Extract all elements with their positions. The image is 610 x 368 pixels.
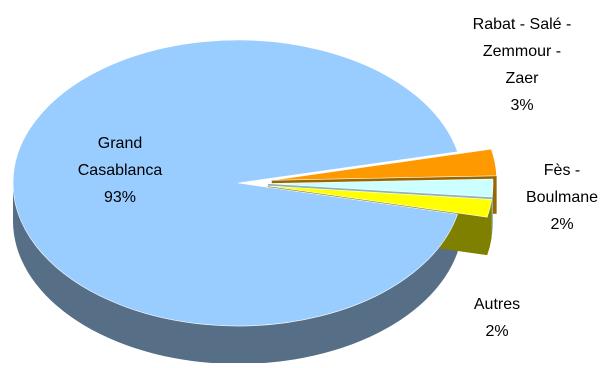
- slice-label-autres-line-1: Autres: [474, 296, 520, 313]
- slice-label-rabat: Rabat - Salé - Zemmour - Zaer 3%: [473, 16, 572, 114]
- slice-label-rabat-line-3: Zaer: [506, 70, 540, 87]
- slice-label-rabat-line-1: Rabat - Salé -: [473, 16, 572, 33]
- pie-slice-rabat: [271, 148, 497, 181]
- slice-value-autres: 2%: [485, 323, 508, 340]
- pie-slice-fes-boulmane: [267, 178, 494, 198]
- slice-label-fes-line-2: Boulmane: [526, 189, 598, 206]
- slice-value-fes: 2%: [550, 216, 573, 233]
- slice-label-autres: Autres 2%: [474, 296, 520, 340]
- pie-slice-grand-casablanca: [12, 39, 458, 327]
- slice-label-grand-casablanca-line-1: Grand: [98, 135, 142, 152]
- slice-label-rabat-line-2: Zemmour -: [483, 43, 561, 60]
- pie-tops: [12, 39, 497, 327]
- slice-value-grand-casablanca: 93%: [104, 189, 136, 206]
- slice-label-grand-casablanca-line-2: Casablanca: [78, 162, 163, 179]
- pie-side-grand-casablanca: [13, 183, 458, 364]
- slice-label-fes-line-1: Fès -: [544, 162, 580, 179]
- slice-label-grand-casablanca: Grand Casablanca 93%: [78, 135, 163, 206]
- slice-label-fes-boulmane: Fès - Boulmane 2%: [526, 162, 598, 233]
- pie-slice-autres: [267, 185, 492, 218]
- slice-value-rabat: 3%: [510, 97, 533, 114]
